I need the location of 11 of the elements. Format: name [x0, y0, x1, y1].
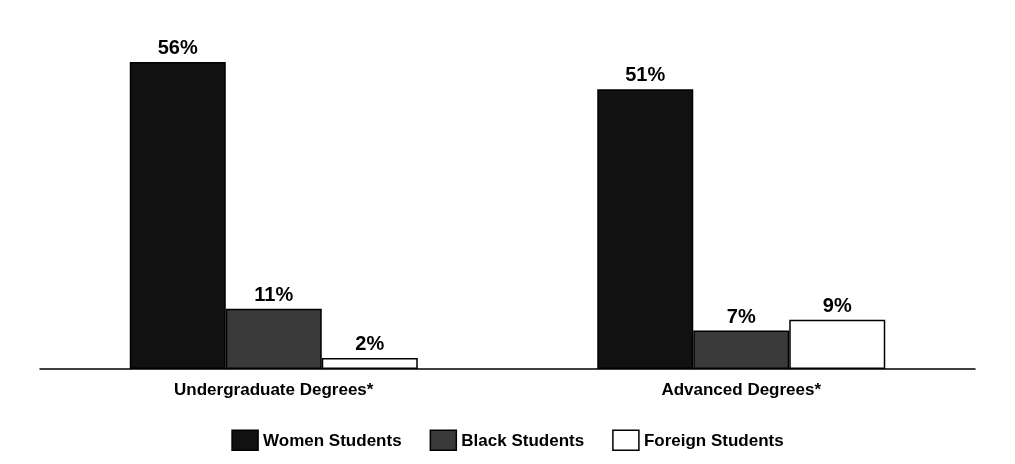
data-label: 9% [822, 293, 852, 316]
data-label: 51% [625, 63, 666, 86]
x-tick-label: Undergraduate Degrees* [174, 380, 374, 399]
data-label: 56% [157, 35, 198, 58]
legend-label: Black Students [461, 430, 585, 450]
legend-label: Women Students [263, 430, 402, 450]
data-label: 2% [355, 332, 385, 355]
x-tick-label: Advanced Degrees* [661, 380, 822, 399]
legend-label: Foreign Students [643, 430, 784, 450]
data-label: 11% [254, 282, 294, 305]
data-label: 7% [726, 304, 756, 327]
